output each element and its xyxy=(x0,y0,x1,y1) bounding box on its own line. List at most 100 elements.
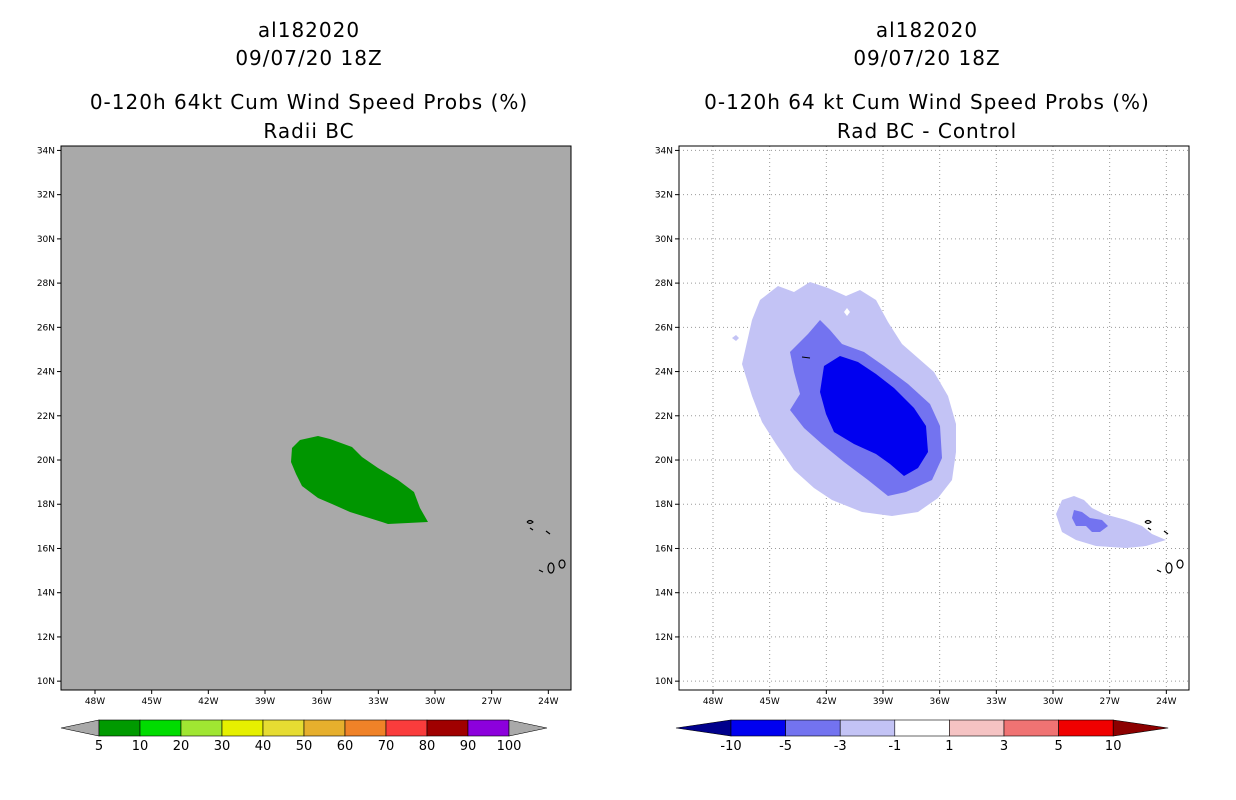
lat-label: 18N xyxy=(655,500,673,510)
island-outline xyxy=(529,527,534,531)
latitude-labels: 34N 32N 30N 28N 26N 24N 22N 20N 18N 16N 14N 12N 10N xyxy=(655,146,679,687)
island-outline xyxy=(1165,562,1173,574)
cape-verde-islands xyxy=(1144,519,1184,574)
lat-label: 14N xyxy=(655,589,673,599)
contour-minus-10 xyxy=(820,356,928,476)
colorbar-swatch xyxy=(949,719,1005,737)
colorbar-swatch xyxy=(262,719,305,737)
colorbar-swatch xyxy=(344,719,387,737)
contour-minus-3-east xyxy=(1056,496,1166,548)
colorbar-swatch xyxy=(1003,719,1059,737)
colorbar-swatch xyxy=(426,719,469,737)
lat-label: 22N xyxy=(655,412,673,422)
contour-hole xyxy=(844,308,850,316)
colorbar-label: 100 xyxy=(497,739,522,754)
colorbar-swatch xyxy=(839,719,896,737)
lat-label: 10N xyxy=(655,677,673,687)
colorbar-label: -10 xyxy=(720,739,741,754)
left-panel: al182020 09/07/20 18Z 0-120h 64kt Cum Wi… xyxy=(37,18,572,754)
colorbar-arrow-high xyxy=(508,719,548,737)
lon-label: 27W xyxy=(481,697,501,707)
colorbar-label: 50 xyxy=(296,739,313,754)
right-map: 34N32N30N28N26N24N22N20N18N16N14N12N10N … xyxy=(655,145,1190,754)
colorbar-label: 60 xyxy=(337,739,354,754)
lon-label: 30W xyxy=(425,697,445,707)
lon-label: 24W xyxy=(538,697,558,707)
latitude-labels: 34N 32N 30N 28N 26N 24N 22N 20N 18N 16N 14N 12N 10N xyxy=(37,146,61,687)
colorbar: -10 -5 -3 -1 1 3 5 10 xyxy=(675,719,1169,754)
colorbar-swatch xyxy=(730,719,786,737)
lat-label: 20N xyxy=(37,456,55,466)
colorbar-swatch xyxy=(1058,719,1114,737)
longitude-labels: 48W 45W 42W 39W 36W 33W 30W 27W 24W xyxy=(85,690,559,707)
contour-speck xyxy=(732,335,739,341)
island-outline xyxy=(547,562,555,574)
colorbar-label: 30 xyxy=(214,739,231,754)
lat-label: 20N xyxy=(655,456,673,466)
map-frame xyxy=(60,145,572,691)
contour-minus-5-east xyxy=(1072,510,1108,532)
lat-label: 12N xyxy=(655,633,673,643)
date-title: 09/07/20 18Z xyxy=(235,46,383,70)
product-title: 0-120h 64kt Cum Wind Speed Probs (%) xyxy=(89,90,529,114)
lat-label: 16N xyxy=(37,544,55,554)
lat-label: 18N xyxy=(37,500,55,510)
colorbar-swatch xyxy=(180,719,223,737)
colorbar-label: 40 xyxy=(255,739,272,754)
right-panel: al182020 09/07/20 18Z 0-120h 64 kt Cum W… xyxy=(618,0,1236,800)
lon-label: 27W xyxy=(1099,697,1119,707)
lat-label: 26N xyxy=(37,323,55,333)
lat-label: 24N xyxy=(655,368,673,378)
colorbar-swatch xyxy=(467,719,510,737)
cape-verde-islands xyxy=(526,519,566,574)
colorbar-label: -5 xyxy=(779,739,792,754)
colorbar-label: 10 xyxy=(132,739,149,754)
colorbar-label: 5 xyxy=(95,739,103,754)
colorbar-swatch xyxy=(894,719,950,737)
lon-label: 42W xyxy=(816,697,836,707)
lat-label: 34N xyxy=(655,146,673,156)
longitude-labels: 48W 45W 42W 39W 36W 33W 30W 27W 24W xyxy=(703,690,1177,707)
left-map: 34N32N30N28N26N24N22N20N18N16N14N12N10N … xyxy=(37,145,572,754)
lat-label: 24N xyxy=(37,368,55,378)
lon-label: 48W xyxy=(703,697,723,707)
lat-label: 28N xyxy=(37,279,55,289)
colorbar-label: -1 xyxy=(888,739,901,754)
island-outline xyxy=(1176,559,1184,569)
lon-label: 33W xyxy=(368,697,388,707)
colorbar-swatch xyxy=(385,719,428,737)
lat-label: 14N xyxy=(37,589,55,599)
lat-label: 34N xyxy=(37,146,55,156)
lat-label: 22N xyxy=(37,412,55,422)
storm-id-title: al182020 xyxy=(875,18,979,42)
island-outline xyxy=(545,530,551,535)
island-outline xyxy=(538,569,544,573)
island-outline xyxy=(1163,530,1169,535)
lon-label: 48W xyxy=(85,697,105,707)
island-outline xyxy=(558,559,566,569)
subtitle: Radii BC xyxy=(263,119,355,143)
lat-label: 26N xyxy=(655,323,673,333)
colorbar-label: 90 xyxy=(460,739,477,754)
lon-label: 45W xyxy=(759,697,779,707)
colorbar-swatch xyxy=(139,719,182,737)
lon-label: 39W xyxy=(873,697,893,707)
lat-label: 32N xyxy=(37,191,55,201)
contour-line xyxy=(801,356,811,359)
colorbar-swatch xyxy=(98,719,141,737)
lon-label: 24W xyxy=(1156,697,1176,707)
colorbar-swatch xyxy=(785,719,841,737)
island-outline xyxy=(526,519,534,525)
island-outline xyxy=(1144,519,1152,525)
colorbar-label: 1 xyxy=(945,739,953,754)
lon-label: 36W xyxy=(311,697,331,707)
lon-label: 33W xyxy=(986,697,1006,707)
lat-label: 16N xyxy=(655,544,673,554)
date-title: 09/07/20 18Z xyxy=(853,46,1001,70)
colorbar-label: 80 xyxy=(419,739,436,754)
colorbar: 5 10 20 30 40 50 60 70 80 90 100 xyxy=(60,719,548,754)
colorbar-label: 5 xyxy=(1054,739,1062,754)
storm-id-title: al182020 xyxy=(257,18,361,42)
subtitle: Rad BC - Control xyxy=(836,119,1018,143)
lon-label: 42W xyxy=(198,697,218,707)
